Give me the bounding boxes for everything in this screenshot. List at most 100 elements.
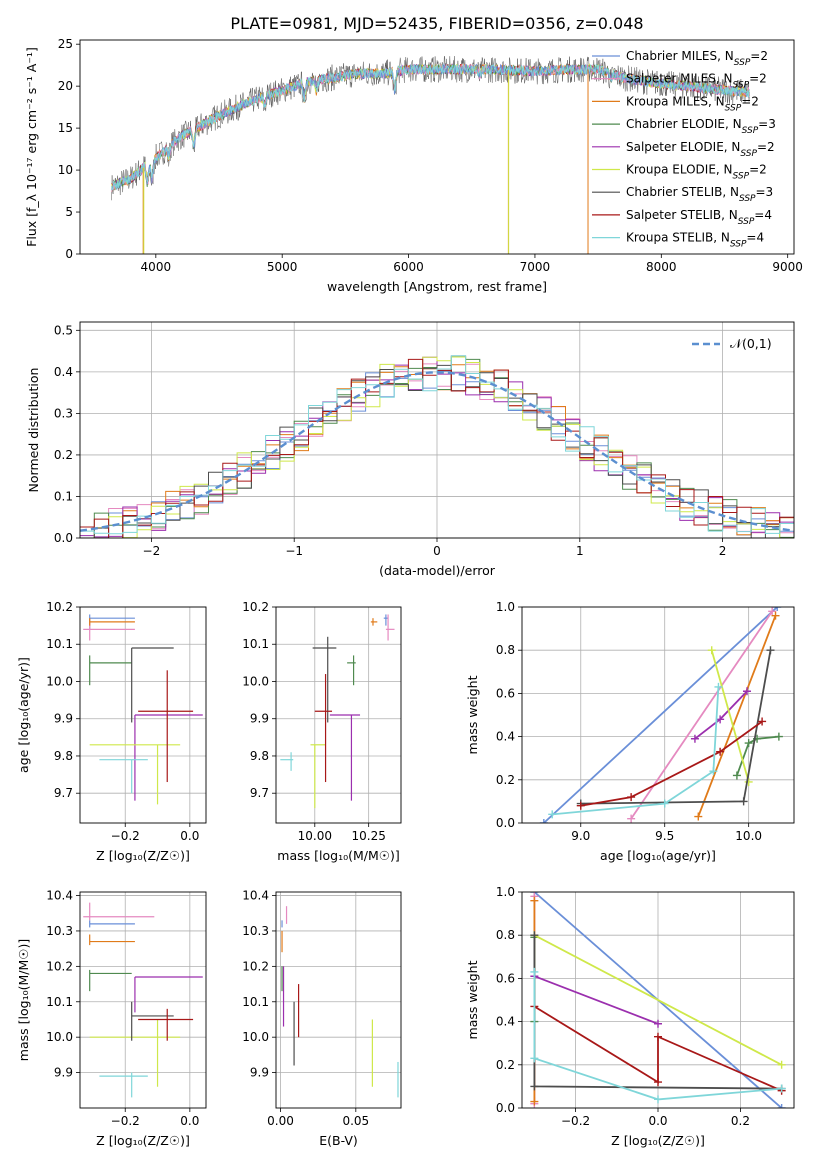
mass-weight-line-cyan xyxy=(552,686,720,816)
mass-weight-line-green xyxy=(736,735,779,776)
y-tick-label: 10.3 xyxy=(242,924,269,938)
y-tick-label: 9.8 xyxy=(54,749,73,763)
x-tick-label: 0.0 xyxy=(180,829,199,843)
y-tick-label: 9.9 xyxy=(54,1066,73,1080)
mass-weight-marker-blue xyxy=(777,1104,786,1108)
y-axis-label: mass [log₁₀(M/M☉)] xyxy=(16,939,31,1061)
mass-weight-marker-yellow xyxy=(707,646,716,655)
x-axis-label: Z [log₁₀(Z/Z☉)] xyxy=(96,848,190,863)
axes-frame xyxy=(275,891,402,1109)
y-tick-label: 0.2 xyxy=(496,773,515,787)
x-tick-label: 1 xyxy=(576,544,584,558)
mass-weight-marker-red xyxy=(758,717,767,726)
plot-area xyxy=(111,55,750,254)
mass-weight-marker-orange xyxy=(694,812,703,821)
y-tick-label: 0.4 xyxy=(496,730,515,744)
axes-frame xyxy=(275,606,402,824)
mass-weight-line-red xyxy=(580,720,763,807)
y-tick-label: 10.2 xyxy=(242,600,269,614)
mass-weight-marker-red xyxy=(716,747,725,756)
x-tick-label: 7000 xyxy=(520,260,551,274)
x-axis-label: Z [log₁₀(Z/Z☉)] xyxy=(96,1133,190,1148)
legend-label: Salpeter ELODIE, NSSP=2 xyxy=(626,140,775,159)
plot-area xyxy=(530,892,786,1108)
mass-weight-marker-orange xyxy=(530,896,539,905)
y-tick-label: 0 xyxy=(65,247,73,261)
mass-weight-marker-blue xyxy=(773,607,782,611)
y-tick-label: 9.7 xyxy=(54,786,73,800)
model-spectrum-cyan xyxy=(111,63,750,191)
x-tick-label: 8000 xyxy=(646,260,677,274)
legend-label: 𝒩(0,1) xyxy=(730,336,772,351)
x-tick-label: 0.05 xyxy=(342,1114,369,1128)
errorbar-axes: 0.00 0.05 9.9 10.0 10.1 10.2 10.3 10.4 E(B-V) xyxy=(242,889,402,1148)
x-tick-label: 10.25 xyxy=(351,829,385,843)
mass-weight-marker-purple xyxy=(742,687,751,696)
legend-label: Salpeter STELIB, NSSP=4 xyxy=(626,208,772,227)
y-tick-label: 10.0 xyxy=(242,1030,269,1044)
x-axis-label: E(B-V) xyxy=(319,1133,358,1148)
y-tick-label: 0.6 xyxy=(496,686,515,700)
x-tick-label: 0 xyxy=(433,544,441,558)
y-axis-label: mass weight xyxy=(465,675,480,754)
errorbar-axes: 10.00 10.25 9.7 9.8 9.9 10.0 10.1 10.2 mass [log… xyxy=(242,600,402,863)
mass-weight-marker-orange xyxy=(530,1097,539,1106)
y-tick-label: 0.0 xyxy=(496,1101,515,1115)
mass-weight-line-grey xyxy=(580,650,772,805)
x-axis-label: (data-model)/error xyxy=(379,563,496,578)
plot-area xyxy=(539,607,783,823)
y-tick-label: 0.8 xyxy=(496,643,515,657)
residual-histogram-grey xyxy=(80,364,794,538)
y-tick-label: 0.4 xyxy=(496,1015,515,1029)
x-tick-label: 10.00 xyxy=(298,829,332,843)
mass-weight-line-cyan xyxy=(533,971,782,1101)
y-tick-label: 10.4 xyxy=(46,889,73,903)
x-axis-label: Z [log₁₀(Z/Z☉)] xyxy=(611,1133,705,1148)
y-tick-label: 10.0 xyxy=(46,1030,73,1044)
figure-title: PLATE=0981, MJD=52435, FIBERID=0356, z=0… xyxy=(230,14,643,33)
mass-weight-marker-grey xyxy=(530,931,539,940)
y-tick-label: 10.0 xyxy=(46,674,73,688)
x-tick-label: 0.2 xyxy=(731,1114,750,1128)
y-axis-label: age [log₁₀(age/yr)] xyxy=(16,657,31,773)
y-tick-label: 10.0 xyxy=(242,674,269,688)
mass-weight-marker-cyan xyxy=(777,1084,786,1093)
x-tick-label: 0.0 xyxy=(648,1114,667,1128)
y-tick-label: 0.6 xyxy=(496,971,515,985)
x-tick-label: −0.2 xyxy=(111,829,140,843)
mass-weight-marker-purple xyxy=(690,734,699,743)
mass-weight-marker-grey xyxy=(766,646,775,655)
y-tick-label: 0.0 xyxy=(496,816,515,830)
y-axis-label: Flux [f_λ 10⁻¹⁷ erg cm⁻² s⁻¹ A⁻¹] xyxy=(24,47,39,247)
y-tick-label: 9.7 xyxy=(250,786,269,800)
mass-weight-marker-red xyxy=(654,1078,662,1087)
mass-weight-marker-green xyxy=(744,739,753,748)
mass-weight-line-orange xyxy=(697,615,777,817)
y-tick-label: 10.4 xyxy=(242,889,269,903)
errorbar-axes: −0.2 0.0 9.7 9.8 9.9 10.0 10.1 10.2 Z [log₁₀(Z/Z… xyxy=(16,600,207,863)
mass-weight-marker-yellow xyxy=(777,1060,786,1069)
y-tick-label: 1.0 xyxy=(496,885,515,899)
axes-frame xyxy=(79,606,207,824)
mass-weight-line-yellow xyxy=(710,649,750,783)
x-tick-label: 0.00 xyxy=(267,1114,294,1128)
spectrum-axes: 4000 5000 6000 7000 8000 9000 0 5 10 15 20 25 wavele… xyxy=(24,37,803,294)
mass-weight-marker-red xyxy=(627,793,636,802)
x-tick-label: 9.5 xyxy=(655,829,674,843)
plot-area xyxy=(83,614,203,805)
x-axis-label: mass [log₁₀(M/M☉)] xyxy=(277,848,399,863)
mass-weight-marker-green xyxy=(774,732,783,741)
legend-label: Chabrier MILES, NSSP=2 xyxy=(626,49,768,68)
mass-weight-marker-blue xyxy=(539,819,548,823)
axes-frame xyxy=(79,891,207,1109)
x-tick-label: 4000 xyxy=(141,260,172,274)
y-tick-label: 9.9 xyxy=(54,712,73,726)
y-tick-label: 0.5 xyxy=(54,323,73,337)
x-tick-label: 5000 xyxy=(267,260,298,274)
y-tick-label: 0.2 xyxy=(54,448,73,462)
plot-area xyxy=(280,614,395,809)
y-tick-label: 0.4 xyxy=(54,365,73,379)
model-spectrum-pink xyxy=(111,63,750,192)
